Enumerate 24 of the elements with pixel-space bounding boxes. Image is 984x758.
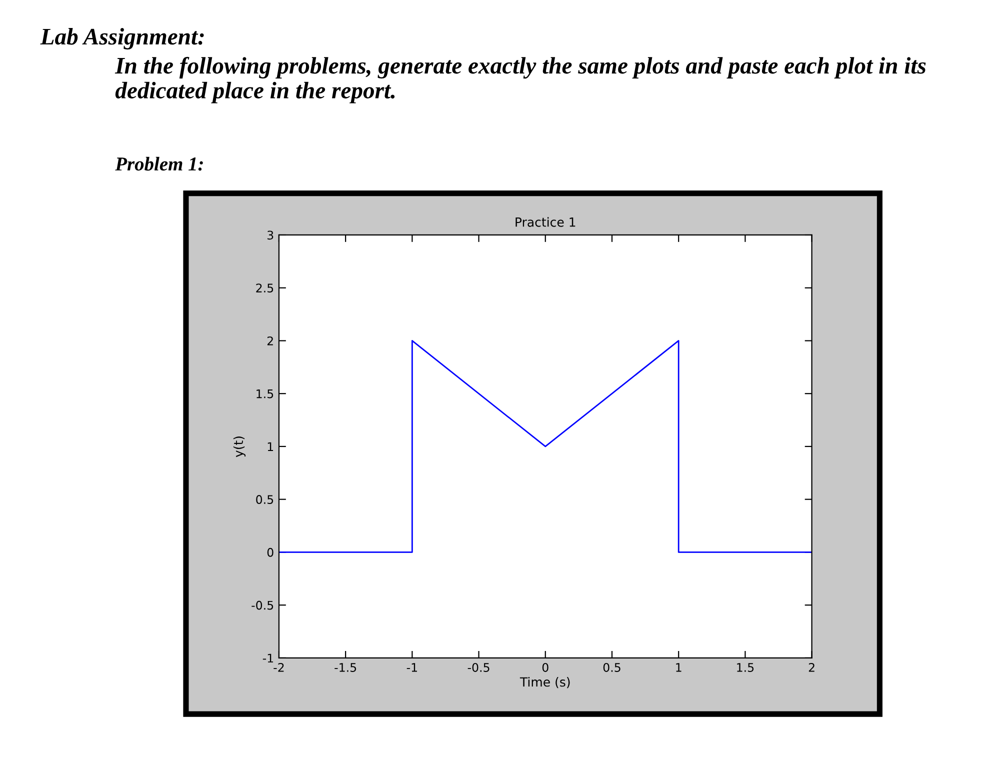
text: Problem 1: [115, 156, 203, 171]
y-tick-label: 0 [267, 548, 274, 557]
y-tick-label: 1 [268, 442, 274, 451]
chart-title: Practice 1 [516, 217, 576, 227]
y-tick-label: 0.5 [256, 495, 274, 504]
y-tick-label: 2 [267, 336, 273, 346]
x-axis-title: Time (s) [520, 677, 570, 688]
y-tick-label: -0.5 [252, 600, 274, 610]
x-tick-label: 0.5 [603, 663, 620, 672]
y-axis-title: y(t) [233, 436, 246, 458]
x-tick-label: 1 [676, 663, 682, 672]
y-tick-label: 2.5 [256, 284, 274, 293]
y-tick-label: 3 [267, 230, 274, 240]
y-tick-label: -1 [262, 654, 274, 662]
x-tick-label: -1.5 [334, 663, 356, 672]
x-tick-label: 2 [808, 663, 814, 672]
text: In the following problems, generate exactly the same plots and paste each plot in its dedicated place in the report. [114, 56, 926, 104]
x-tick-label: 0 [542, 663, 548, 672]
x-tick-label: 1.5 [737, 663, 754, 672]
x-tick-label: -1 [406, 663, 417, 672]
y-tick-label: 1.5 [256, 389, 274, 398]
x-tick-label: -2 [274, 663, 284, 672]
text: Lab Assignment: [40, 28, 204, 50]
x-tick-label: -0.5 [468, 663, 490, 672]
